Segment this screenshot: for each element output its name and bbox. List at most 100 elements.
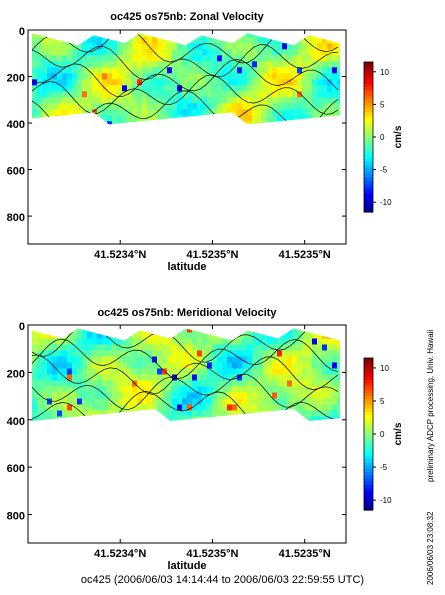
colorbar-swatch	[364, 405, 373, 410]
colorbar-swatch	[364, 408, 373, 413]
colorbar-swatch	[364, 118, 373, 122]
contour-line	[32, 373, 339, 411]
colorbar-swatch	[364, 205, 373, 210]
colorbar-swatch	[364, 199, 373, 204]
colorbar-swatch	[364, 449, 373, 454]
colorbar-swatch	[364, 361, 373, 365]
colorbar-swatch	[364, 143, 373, 147]
colorbar-swatch	[364, 503, 373, 508]
colorbar-swatch	[364, 424, 373, 429]
colorbar-tick-label: 0	[380, 430, 385, 439]
colorbar-swatch	[364, 133, 373, 138]
x-tick-label: 41.5235°N	[186, 548, 238, 560]
colorbar-swatch	[364, 165, 373, 169]
colorbar-swatch	[364, 68, 373, 72]
y-tick-label: 0	[19, 321, 25, 333]
colorbar-swatch	[364, 137, 373, 141]
y-tick-label: 800	[7, 212, 25, 224]
colorbar: 10 5 0 -5 -10 cm/s	[363, 61, 404, 213]
colorbar-swatch	[364, 80, 373, 85]
colorbar-swatch	[364, 115, 373, 119]
colorbar-swatch	[364, 65, 373, 69]
colorbar-swatch	[364, 358, 373, 362]
chart-title: oc425 os75nb: Meridional Velocity	[97, 307, 277, 319]
contour-line	[32, 44, 339, 80]
colorbar-label: cm/s	[393, 422, 404, 445]
colorbar-swatch	[364, 364, 373, 369]
colorbar-swatch	[364, 411, 373, 416]
colorbar-swatch	[364, 370, 373, 375]
chart-title: oc425 os75nb: Zonal Velocity	[110, 11, 264, 23]
footer-caption: oc425 (2006/06/03 14:14:44 to 2006/06/03…	[80, 574, 365, 586]
colorbar-swatch	[364, 193, 373, 197]
colorbar-swatch	[364, 127, 373, 132]
colorbar-swatch	[364, 497, 373, 502]
colorbar-swatch	[364, 386, 373, 391]
colorbar-swatch	[364, 453, 373, 457]
y-tick-label: 200	[7, 368, 25, 380]
colorbar-swatch	[364, 196, 373, 201]
axes-frame	[27, 324, 347, 544]
colorbar-swatch	[364, 446, 373, 451]
colorbar-swatch	[364, 87, 373, 91]
colorbar-swatch	[364, 146, 373, 151]
contour-line	[32, 58, 339, 98]
colorbar-tick-label: 10	[380, 68, 389, 77]
colorbar-swatch	[364, 93, 373, 97]
contour-line	[32, 74, 339, 115]
velocity-field	[32, 328, 340, 422]
colorbar-swatch	[364, 500, 373, 505]
colorbar-swatch	[364, 494, 373, 498]
colorbar-swatch	[364, 392, 373, 397]
colorbar-swatch	[364, 383, 373, 388]
colorbar-swatch	[364, 459, 373, 464]
colorbar-swatch	[364, 462, 373, 467]
colorbar-swatch	[364, 418, 373, 422]
colorbar-swatch	[364, 472, 373, 476]
y-tick-label: 400	[7, 416, 25, 428]
colorbar-swatch	[364, 190, 373, 194]
colorbar-swatch	[364, 481, 373, 486]
colorbar-tick-label: -5	[380, 463, 388, 472]
colorbar-label: cm/s	[393, 125, 404, 148]
colorbar-swatch	[364, 443, 373, 448]
colorbar-tick-label: 5	[380, 397, 385, 406]
colorbar-swatch	[364, 202, 373, 207]
colorbar-swatch	[364, 430, 373, 435]
colorbar-swatch	[364, 99, 373, 104]
colorbar-tick-label: 10	[380, 364, 389, 373]
colorbar-swatch	[364, 168, 373, 172]
colorbar-swatch	[364, 124, 373, 129]
colorbar-swatch	[364, 71, 373, 76]
side-credit: preliminary ADCP processing, Univ. Hawai…	[426, 329, 435, 482]
chart-panel-2: oc425 os75nb: Meridional Velocity 0 200 400…	[7, 307, 404, 572]
colorbar-swatch	[364, 177, 373, 182]
colorbar-swatch	[364, 456, 373, 460]
colorbar-swatch	[364, 484, 373, 489]
colorbar-swatch	[364, 105, 373, 110]
colorbar-swatch	[364, 77, 373, 82]
y-tick-label: 0	[19, 26, 25, 38]
colorbar-swatch	[364, 158, 373, 163]
colorbar-swatch	[364, 112, 373, 116]
contour-line	[32, 328, 339, 363]
x-tick-label: 41.5235°N	[186, 249, 238, 261]
contour-line	[32, 391, 339, 422]
chart-panel-1: oc425 os75nb: Zonal Velocity 0 200 400 600 80…	[7, 11, 404, 273]
colorbar-swatch	[364, 208, 373, 213]
colorbar-swatch	[364, 415, 373, 419]
y-tick-label: 800	[7, 511, 25, 523]
colorbar-swatch	[364, 102, 373, 107]
colorbar-tick-label: 0	[380, 133, 385, 142]
velocity-field	[32, 33, 340, 125]
colorbar-swatch	[364, 180, 373, 185]
colorbar-swatch	[364, 402, 373, 407]
y-tick-label: 200	[7, 73, 25, 85]
y-tick-label: 400	[7, 119, 25, 131]
colorbar-tick-label: -10	[380, 198, 392, 207]
colorbar-swatch	[364, 155, 373, 160]
colorbar-swatch	[364, 506, 373, 511]
colorbar-swatch	[364, 396, 373, 400]
x-tick-label: 41.5235°N	[279, 249, 331, 261]
colorbar-swatch	[364, 475, 373, 479]
